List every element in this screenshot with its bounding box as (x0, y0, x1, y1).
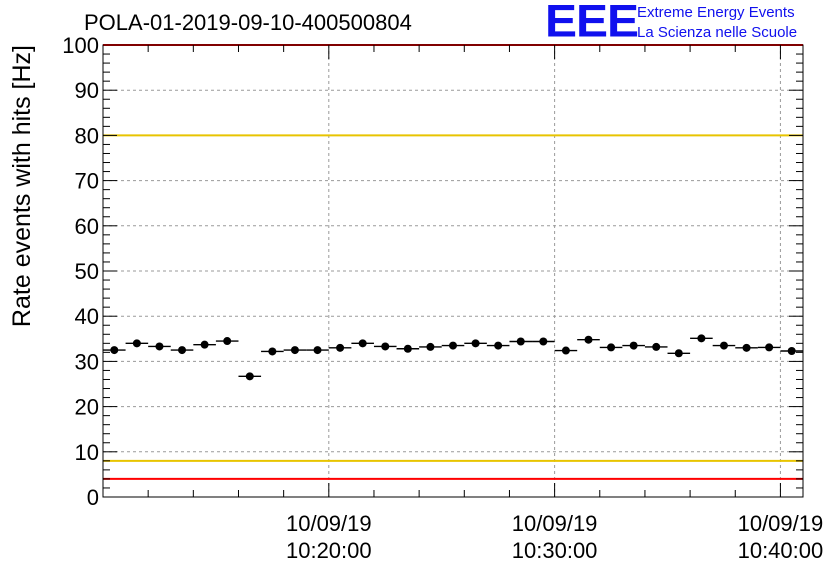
data-point (313, 346, 322, 355)
data-point (561, 346, 570, 355)
y-axis-label: Rate events with hits [Hz] (8, 45, 36, 327)
logo-line-2: La Scienza nelle Scuole (637, 24, 798, 41)
data-point (426, 342, 435, 351)
x-tick-label-date: 10/09/19 (512, 511, 598, 536)
data-point (290, 346, 299, 355)
logo-line-1: Extreme Energy Events (637, 4, 795, 21)
eee-logo: EEE Extreme Energy Events La Scienza nel… (545, 0, 835, 46)
y-tick-label: 20 (75, 395, 99, 420)
data-point (403, 344, 412, 353)
data-point (629, 341, 638, 350)
eee-logo-mark: EEE (545, 0, 639, 47)
y-tick-label: 10 (75, 440, 99, 465)
y-tick-label: 80 (75, 123, 99, 148)
x-tick-label-date: 10/09/19 (738, 511, 824, 536)
data-point (132, 339, 141, 348)
y-tick-label: 30 (75, 349, 99, 374)
data-point (584, 335, 593, 344)
y-tick-label: 60 (75, 214, 99, 239)
data-point (449, 341, 457, 350)
axis-labels: 010203040506070809010010/09/1910:20:0010… (8, 33, 823, 563)
data-point (765, 343, 774, 352)
data-point (719, 341, 728, 350)
data-point (381, 342, 390, 351)
chart-title: POLA-01-2019-09-10-400500804 (84, 10, 412, 35)
data-point (516, 337, 525, 346)
y-tick-label: 40 (75, 304, 99, 329)
data-point (471, 339, 480, 348)
data-point (268, 347, 277, 356)
data-point (607, 343, 616, 352)
reference-lines (103, 44, 803, 480)
y-tick-label: 50 (75, 259, 99, 284)
y-tick-label: 0 (87, 485, 99, 510)
grid-lines (103, 45, 803, 497)
axes (102, 44, 804, 498)
x-tick-label-time: 10:30:00 (512, 538, 598, 563)
y-tick-label: 90 (75, 78, 99, 103)
y-tick-label: 100 (62, 33, 99, 58)
data-point (245, 372, 254, 381)
data-point (155, 342, 164, 351)
data-point (494, 341, 503, 350)
data-point (742, 343, 751, 352)
data-points (103, 334, 803, 381)
data-point (110, 346, 119, 355)
data-point (539, 337, 548, 346)
data-point (697, 334, 706, 343)
data-point (336, 343, 345, 352)
x-tick-label-time: 10:40:00 (738, 538, 824, 563)
data-point (674, 349, 683, 358)
data-point (652, 342, 661, 351)
data-point (178, 346, 187, 355)
y-tick-label: 70 (75, 169, 99, 194)
x-tick-label-date: 10/09/19 (286, 511, 372, 536)
data-point (358, 339, 367, 348)
data-point (200, 340, 209, 349)
data-point (223, 337, 232, 346)
data-point (787, 347, 796, 356)
x-tick-label-time: 10:20:00 (286, 538, 372, 563)
